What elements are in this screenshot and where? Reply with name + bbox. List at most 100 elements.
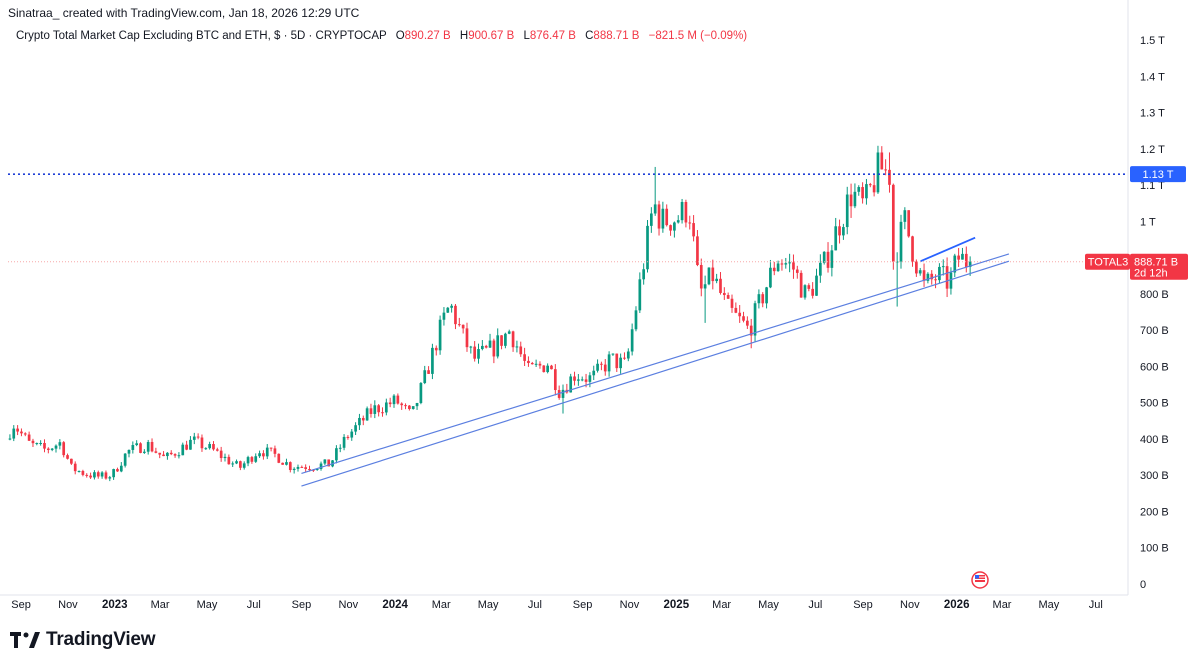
candle-body — [968, 261, 972, 267]
high-key: H — [459, 30, 469, 42]
candle-body — [308, 468, 311, 470]
candle-body — [830, 250, 834, 268]
candle-body — [500, 335, 503, 346]
candle-body — [319, 463, 323, 469]
candle-body — [734, 307, 738, 313]
candle-body — [504, 333, 507, 346]
candle-body — [538, 363, 542, 366]
candle-body — [515, 346, 519, 348]
close-value: 888.71 B — [593, 30, 640, 42]
candle-body — [780, 263, 784, 265]
time-tick-label: Nov — [58, 599, 78, 611]
resistance-label: 1.13 T — [1143, 169, 1174, 181]
candle-body — [815, 275, 818, 296]
candle-body — [619, 357, 622, 369]
candle-body — [361, 417, 365, 421]
candle-body — [922, 270, 926, 281]
candle-body — [719, 278, 722, 293]
candle-body — [288, 462, 292, 471]
time-axis[interactable]: Sep Nov 2023 Mar May Jul Sep Nov 2024 Mar May Jul Se… — [0, 594, 1128, 611]
candle-body — [626, 351, 630, 359]
candle-body — [569, 376, 573, 393]
candle-body — [338, 447, 342, 449]
time-tick-label: Jul — [808, 599, 822, 611]
candle-body — [262, 453, 265, 457]
symbol-description[interactable]: Crypto Total Market Cap Excluding BTC an… — [16, 30, 387, 42]
candle-body — [116, 469, 119, 472]
price-tick-label: 300 B — [1140, 470, 1169, 482]
candle-body — [842, 227, 845, 236]
candle-body — [484, 345, 488, 348]
candle-body — [342, 436, 346, 448]
candle-body — [258, 453, 261, 457]
price-axis[interactable]: 1.5 T 1.4 T 1.3 T 1.2 T 1.1 T 1 T 800 B 700 B 60… — [1127, 0, 1169, 595]
candle-body — [446, 307, 450, 313]
tradingview-logo-icon — [10, 632, 40, 648]
candle-body — [473, 346, 477, 359]
candle-body — [953, 255, 957, 273]
candle-body — [377, 405, 380, 413]
candle-body — [300, 466, 304, 468]
candle-body — [918, 270, 922, 274]
candle-body — [208, 444, 211, 449]
candle-body — [961, 253, 964, 260]
candle-body — [730, 298, 734, 308]
candle-body — [8, 438, 12, 440]
drawings-layer — [8, 173, 1128, 487]
candle-body — [845, 194, 849, 228]
candle-body — [726, 295, 730, 299]
candle-body — [404, 405, 407, 407]
candle-body — [39, 443, 42, 445]
candle-body — [104, 472, 108, 479]
candle-body — [876, 152, 880, 193]
candle-body — [661, 208, 665, 229]
candle-body — [699, 265, 703, 289]
candle-body — [496, 335, 500, 357]
candle-body — [899, 221, 903, 262]
candle-body — [623, 357, 626, 359]
candle-body — [784, 263, 788, 265]
candle-body — [596, 363, 599, 371]
candle-body — [146, 441, 150, 452]
candle-body — [657, 204, 661, 229]
candle-body — [200, 437, 204, 449]
symbol-legend: Crypto Total Market Cap Excluding BTC an… — [16, 30, 747, 42]
candle-body — [434, 347, 438, 351]
candle-body — [523, 354, 526, 361]
candle-body — [112, 469, 115, 478]
candle-body — [296, 466, 300, 469]
candle-body — [553, 369, 557, 391]
candle-body — [70, 458, 73, 464]
candle-body — [177, 455, 181, 457]
candle-body — [868, 184, 872, 186]
time-tick-label: 2024 — [382, 599, 408, 611]
candle-body — [450, 305, 453, 308]
time-tick-label: May — [1038, 599, 1059, 611]
candle-body — [669, 225, 672, 231]
candle-body — [20, 431, 23, 434]
low-key: L — [523, 30, 530, 42]
candle-body — [396, 395, 400, 404]
tradingview-logo[interactable]: TradingView — [10, 628, 156, 652]
candle-body — [477, 349, 480, 359]
price-label-box — [1130, 253, 1188, 280]
candle-body — [250, 457, 254, 462]
event-flag-icon[interactable] — [971, 571, 989, 589]
candle-body — [584, 379, 588, 382]
candle-body — [304, 467, 308, 469]
candle-body — [684, 202, 688, 223]
high-value: 900.67 B — [468, 30, 515, 42]
candle-body — [826, 251, 830, 268]
time-tick-label: May — [758, 599, 779, 611]
candle-body — [757, 294, 761, 304]
candle-body — [577, 379, 580, 381]
time-tick-label: May — [197, 599, 218, 611]
candle-body — [292, 468, 296, 471]
candle-body — [849, 194, 853, 207]
candle-body — [915, 261, 918, 274]
candle-body — [246, 457, 250, 464]
candle-body — [692, 223, 695, 237]
candle-body — [419, 383, 423, 403]
candle-body — [46, 448, 50, 450]
